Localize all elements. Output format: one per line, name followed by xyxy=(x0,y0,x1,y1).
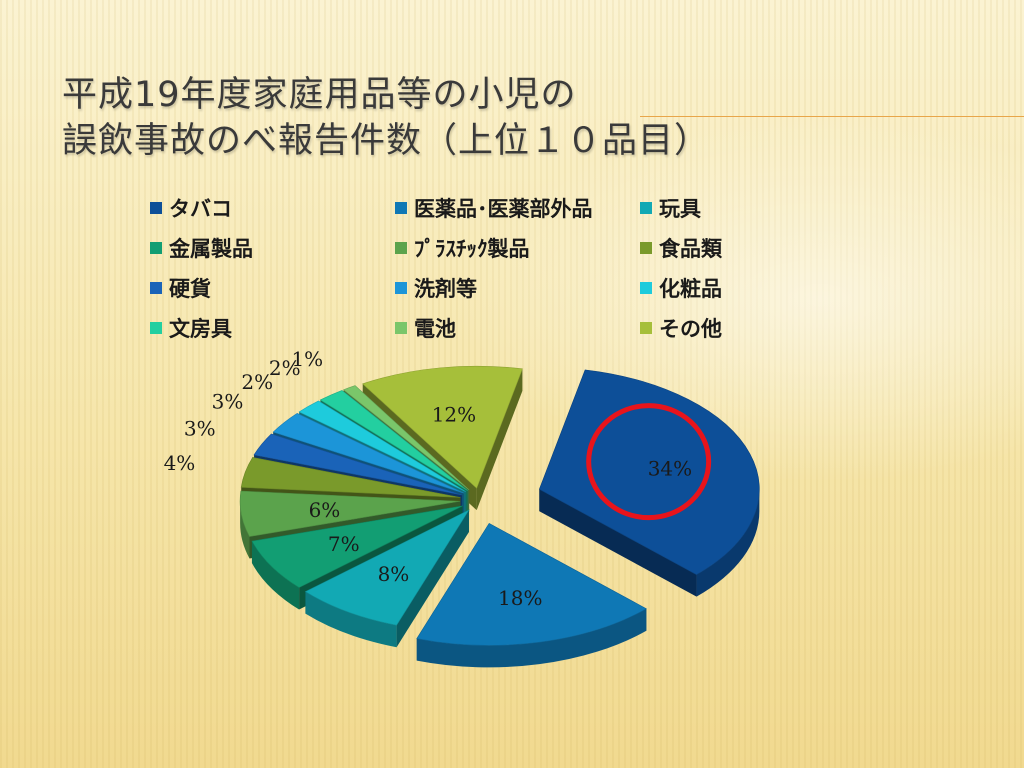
legend-swatch xyxy=(395,242,407,254)
data-label-6: 4% xyxy=(164,451,196,475)
pie-slice-3 xyxy=(304,509,470,648)
legend-label: タバコ xyxy=(169,197,232,221)
data-label-8: 3% xyxy=(212,390,244,414)
pie-slice-2 xyxy=(416,522,647,668)
legend-label: 化粧品 xyxy=(659,277,722,301)
data-label-10: 2% xyxy=(269,356,301,380)
legend-label: 電池 xyxy=(414,317,456,341)
legend-label: その他 xyxy=(659,317,722,341)
legend-swatch xyxy=(150,282,162,294)
legend-item: 医薬品･医薬部外品 xyxy=(395,192,640,224)
data-label-3: 8% xyxy=(378,562,410,586)
legend-label: 硬貨 xyxy=(169,277,211,301)
legend-item: 化粧品 xyxy=(640,272,770,304)
data-label-9: 2% xyxy=(241,370,273,394)
legend-item: 食品類 xyxy=(640,232,770,264)
legend-swatch xyxy=(640,282,652,294)
legend-swatch xyxy=(150,202,162,214)
chart-legend: タバコ 医薬品･医薬部外品 玩具金属製品 ﾌﾟﾗｽﾁｯｸ製品 食品類硬貨 洗剤等 化粧品文房… xyxy=(150,192,770,344)
slide-title-line-1: 平成19年度家庭用品等の小児の xyxy=(62,75,577,115)
legend-swatch xyxy=(640,322,652,334)
legend-swatch xyxy=(150,242,162,254)
legend-swatch xyxy=(640,202,652,214)
legend-item: その他 xyxy=(640,312,770,344)
legend-item: ﾌﾟﾗｽﾁｯｸ製品 xyxy=(395,232,640,264)
legend-label: 文房具 xyxy=(169,317,232,341)
legend-swatch xyxy=(395,322,407,334)
legend-swatch xyxy=(395,202,407,214)
legend-item: 玩具 xyxy=(640,192,770,224)
legend-item: 金属製品 xyxy=(150,232,395,264)
legend-label: 医薬品･医薬部外品 xyxy=(414,197,593,221)
legend-item: 洗剤等 xyxy=(395,272,640,304)
legend-item: 電池 xyxy=(395,312,640,344)
highlight-circle xyxy=(586,403,712,521)
legend-swatch xyxy=(150,322,162,334)
legend-item: タバコ xyxy=(150,192,395,224)
slide-title: 平成19年度家庭用品等の小児の 誤飲事故のべ報告件数（上位１０品目） xyxy=(62,72,782,164)
legend-label: 洗剤等 xyxy=(414,277,477,301)
data-label-2: 18% xyxy=(498,586,542,610)
legend-label: ﾌﾟﾗｽﾁｯｸ製品 xyxy=(414,237,530,261)
legend-label: 玩具 xyxy=(659,197,701,221)
legend-label: 金属製品 xyxy=(169,237,253,261)
pie-slice-1 xyxy=(538,369,760,597)
data-label-5: 6% xyxy=(309,498,341,522)
data-label-7: 3% xyxy=(184,417,216,441)
legend-item: 文房具 xyxy=(150,312,395,344)
data-label-11: 1% xyxy=(291,347,323,371)
slide-title-line-2: 誤飲事故のべ報告件数（上位１０品目） xyxy=(62,121,711,161)
data-label-1: 34% xyxy=(648,456,692,480)
data-label-12: 12% xyxy=(432,403,476,427)
legend-swatch xyxy=(395,282,407,294)
legend-item: 硬貨 xyxy=(150,272,395,304)
legend-label: 食品類 xyxy=(659,237,722,261)
title-rule xyxy=(640,116,1024,117)
legend-swatch xyxy=(640,242,652,254)
data-label-4: 7% xyxy=(328,532,360,556)
